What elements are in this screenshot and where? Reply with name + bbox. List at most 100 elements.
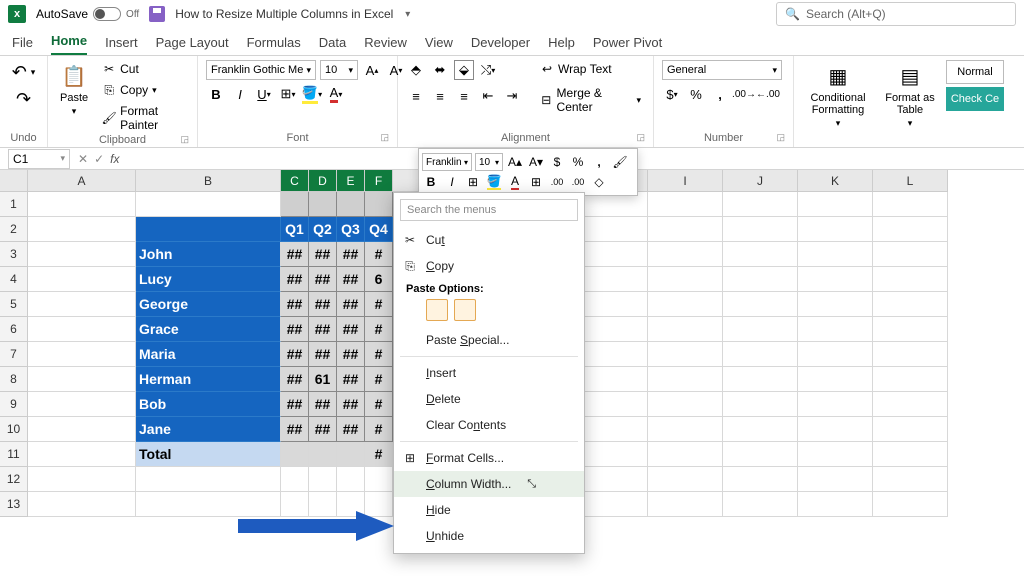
font-color-button[interactable]: A▾ — [326, 84, 346, 104]
row-header-13[interactable]: 13 — [0, 492, 28, 517]
wrap-text-button[interactable]: ↩Wrap Text — [536, 60, 645, 78]
mini-border[interactable]: ⊞ — [464, 173, 482, 191]
cell-B5[interactable]: George — [136, 292, 281, 317]
cell-D5[interactable]: ## — [309, 292, 337, 317]
ctx-delete[interactable]: Delete — [394, 386, 584, 412]
cell-D13[interactable] — [309, 492, 337, 517]
cell-I1[interactable] — [648, 192, 723, 217]
cell-D2[interactable]: Q2 — [309, 217, 337, 242]
format-painter-button[interactable]: 🖌Format Painter — [98, 102, 189, 134]
cell-K8[interactable] — [798, 367, 873, 392]
cell-style-normal[interactable]: Normal — [946, 60, 1004, 84]
align-middle-button[interactable]: ⬌ — [430, 60, 450, 80]
bold-button[interactable]: B — [206, 84, 226, 104]
cell-D9[interactable]: ## — [309, 392, 337, 417]
cell-L11[interactable] — [873, 442, 948, 467]
select-all-corner[interactable] — [0, 170, 28, 192]
cell-E10[interactable]: ## — [337, 417, 365, 442]
cell-E3[interactable]: ## — [337, 242, 365, 267]
cell-J1[interactable] — [723, 192, 798, 217]
column-header-J[interactable]: J — [723, 170, 798, 192]
ctx-hide[interactable]: Hide — [394, 497, 584, 523]
cell-I8[interactable] — [648, 367, 723, 392]
decrease-indent-button[interactable]: ⇤ — [478, 86, 498, 106]
cell-B3[interactable]: John — [136, 242, 281, 267]
cell-K4[interactable] — [798, 267, 873, 292]
cell-I10[interactable] — [648, 417, 723, 442]
cell-E7[interactable]: ## — [337, 342, 365, 367]
cell-J4[interactable] — [723, 267, 798, 292]
cell-C9[interactable]: ## — [281, 392, 309, 417]
cell-F5[interactable]: # — [365, 292, 393, 317]
cell-K9[interactable] — [798, 392, 873, 417]
decrease-decimal-button[interactable]: ←.00 — [758, 84, 778, 104]
cell-L12[interactable] — [873, 467, 948, 492]
cancel-icon[interactable]: ✕ — [78, 152, 88, 166]
undo-button[interactable]: ↶▾ — [8, 60, 40, 85]
cell-J13[interactable] — [723, 492, 798, 517]
cell-E12[interactable] — [337, 467, 365, 492]
mini-percent[interactable]: % — [569, 153, 587, 171]
cell-J8[interactable] — [723, 367, 798, 392]
row-header-8[interactable]: 8 — [0, 367, 28, 392]
tab-formulas[interactable]: Formulas — [247, 35, 301, 55]
align-center-button[interactable]: ≡ — [430, 86, 450, 106]
cut-button[interactable]: ✂Cut — [98, 60, 189, 78]
cell-C2[interactable]: Q1 — [281, 217, 309, 242]
cell-D6[interactable]: ## — [309, 317, 337, 342]
cell-B10[interactable]: Jane — [136, 417, 281, 442]
tab-power-pivot[interactable]: Power Pivot — [593, 35, 662, 55]
cell-B9[interactable]: Bob — [136, 392, 281, 417]
cell-K7[interactable] — [798, 342, 873, 367]
cell-E13[interactable] — [337, 492, 365, 517]
ctx-paste-special[interactable]: Paste Special... — [394, 327, 584, 353]
search-input[interactable]: 🔍 Search (Alt+Q) — [776, 2, 1016, 26]
chevron-down-icon[interactable]: ▾ — [405, 9, 410, 20]
cell-B13[interactable] — [136, 492, 281, 517]
fill-color-button[interactable]: 🪣▾ — [302, 84, 322, 104]
mini-dec-dec[interactable]: .00 — [569, 173, 587, 191]
ctx-unhide[interactable]: Unhide — [394, 523, 584, 549]
tab-home[interactable]: Home — [51, 33, 87, 55]
merge-center-button[interactable]: ⊟Merge & Center▾ — [536, 84, 645, 116]
cell-L3[interactable] — [873, 242, 948, 267]
mini-clear[interactable]: ◇ — [590, 173, 608, 191]
menu-search[interactable]: Search the menus — [400, 199, 578, 221]
column-header-B[interactable]: B — [136, 170, 281, 192]
cell-K3[interactable] — [798, 242, 873, 267]
toggle-icon[interactable] — [93, 7, 121, 21]
tab-file[interactable]: File — [12, 35, 33, 55]
cell-A3[interactable] — [28, 242, 136, 267]
cell-A12[interactable] — [28, 467, 136, 492]
autosave-toggle[interactable]: AutoSave Off — [36, 7, 139, 21]
cell-K2[interactable] — [798, 217, 873, 242]
mini-fill[interactable]: 🪣 — [485, 173, 503, 191]
cell-F13[interactable] — [365, 492, 393, 517]
cell-C1[interactable] — [281, 192, 309, 217]
cell-C10[interactable]: ## — [281, 417, 309, 442]
cell-K13[interactable] — [798, 492, 873, 517]
cell-A2[interactable] — [28, 217, 136, 242]
cell-C8[interactable]: ## — [281, 367, 309, 392]
cell-F8[interactable]: # — [365, 367, 393, 392]
mini-inc-dec[interactable]: .00 — [548, 173, 566, 191]
paste-option-2[interactable] — [454, 299, 476, 321]
cell-J3[interactable] — [723, 242, 798, 267]
cell-J9[interactable] — [723, 392, 798, 417]
cell-C11[interactable] — [281, 442, 309, 467]
cell-C5[interactable]: ## — [281, 292, 309, 317]
mini-currency[interactable]: $ — [548, 153, 566, 171]
copy-button[interactable]: ⎘Copy▾ — [98, 81, 189, 99]
cell-L5[interactable] — [873, 292, 948, 317]
row-header-5[interactable]: 5 — [0, 292, 28, 317]
cell-A7[interactable] — [28, 342, 136, 367]
cell-I9[interactable] — [648, 392, 723, 417]
orientation-button[interactable]: ⤭▾ — [478, 60, 498, 80]
cell-K12[interactable] — [798, 467, 873, 492]
tab-review[interactable]: Review — [364, 35, 407, 55]
cell-F4[interactable]: 6 — [365, 267, 393, 292]
cell-B11[interactable]: Total — [136, 442, 281, 467]
cell-A1[interactable] — [28, 192, 136, 217]
cell-I7[interactable] — [648, 342, 723, 367]
ctx-column-width[interactable]: Column Width...⤡ — [394, 471, 584, 497]
